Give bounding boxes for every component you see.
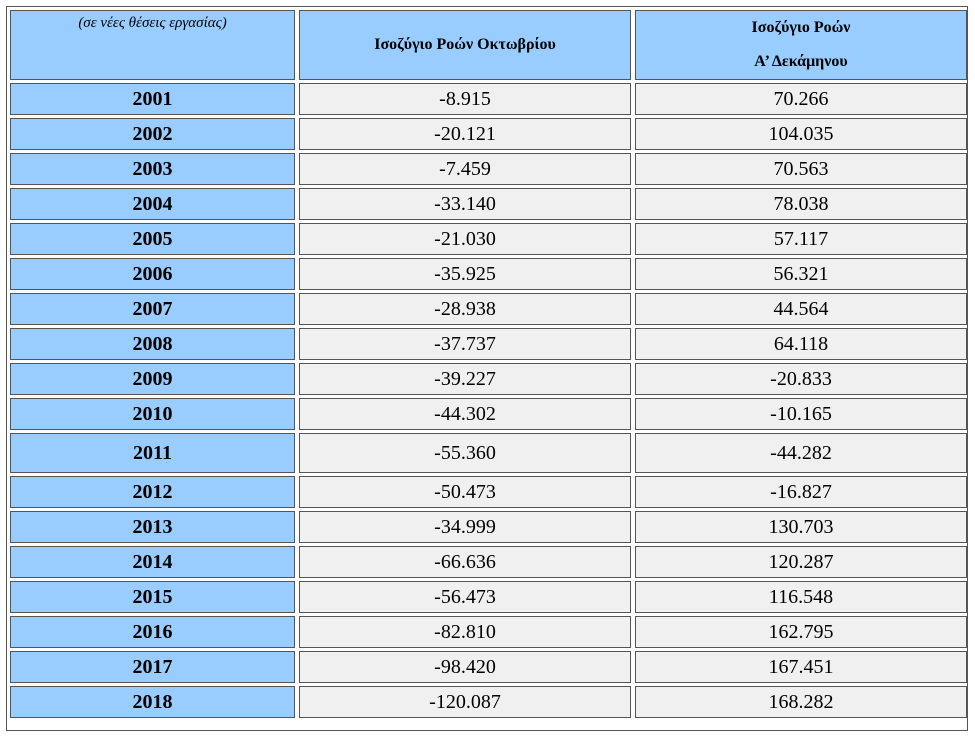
ten-month-value-cell: 168.282 [635, 686, 967, 718]
october-value-cell: -55.360 [299, 433, 631, 473]
table-row: 2014 -66.636 120.287 [10, 546, 967, 578]
october-value-cell: -50.473 [299, 476, 631, 508]
table-row: 2017 -98.420 167.451 [10, 651, 967, 683]
ten-month-value-cell: 70.563 [635, 153, 967, 185]
year-cell: 2018 [10, 686, 295, 718]
table-row: 2018 -120.087 168.282 [10, 686, 967, 718]
flows-table: (σε νέες θέσεις εργασίας) Ισοζύγιο Ροών … [6, 7, 971, 721]
year-cell: 2003 [10, 153, 295, 185]
table-row: 2006 -35.925 56.321 [10, 258, 967, 290]
table-row: 2010 -44.302 -10.165 [10, 398, 967, 430]
table-row: 2015 -56.473 116.548 [10, 581, 967, 613]
october-value-cell: -7.459 [299, 153, 631, 185]
table-row: 2005 -21.030 57.117 [10, 223, 967, 255]
ten-month-value-cell: 78.038 [635, 188, 967, 220]
ten-month-value-cell: -20.833 [635, 363, 967, 395]
october-value-cell: -39.227 [299, 363, 631, 395]
year-cell: 2001 [10, 83, 295, 115]
table-row: 2012 -50.473 -16.827 [10, 476, 967, 508]
october-value-cell: -44.302 [299, 398, 631, 430]
table-row: 2003 -7.459 70.563 [10, 153, 967, 185]
column-header-ten-month-line1: Ισοζύγιο Ροών [751, 19, 851, 36]
year-cell: 2011 [10, 433, 295, 473]
ten-month-value-cell: 64.118 [635, 328, 967, 360]
column-header-ten-month: Ισοζύγιο Ροών Α’ Δεκάμηνου [635, 10, 967, 80]
table-row: 2001 -8.915 70.266 [10, 83, 967, 115]
year-cell: 2014 [10, 546, 295, 578]
table-body: 2001 -8.915 70.266 2002 -20.121 104.035 2003 -7… [10, 83, 967, 718]
ten-month-value-cell: 70.266 [635, 83, 967, 115]
ten-month-value-cell: 130.703 [635, 511, 967, 543]
column-header-october: Ισοζύγιο Ροών Οκτωβρίου [299, 10, 631, 80]
year-cell: 2008 [10, 328, 295, 360]
table-row: 2013 -34.999 130.703 [10, 511, 967, 543]
table-row: 2009 -39.227 -20.833 [10, 363, 967, 395]
october-value-cell: -21.030 [299, 223, 631, 255]
ten-month-value-cell: -16.827 [635, 476, 967, 508]
ten-month-value-cell: 116.548 [635, 581, 967, 613]
october-value-cell: -66.636 [299, 546, 631, 578]
october-value-cell: -56.473 [299, 581, 631, 613]
header-row: (σε νέες θέσεις εργασίας) Ισοζύγιο Ροών … [10, 10, 967, 80]
table-row: 2011 -55.360 -44.282 [10, 433, 967, 473]
ten-month-value-cell: 44.564 [635, 293, 967, 325]
october-value-cell: -8.915 [299, 83, 631, 115]
year-cell: 2009 [10, 363, 295, 395]
october-value-cell: -98.420 [299, 651, 631, 683]
year-cell: 2017 [10, 651, 295, 683]
year-cell: 2010 [10, 398, 295, 430]
ten-month-value-cell: 104.035 [635, 118, 967, 150]
october-value-cell: -33.140 [299, 188, 631, 220]
unit-label: (σε νέες θέσεις εργασίας) [10, 10, 295, 80]
october-value-cell: -35.925 [299, 258, 631, 290]
year-cell: 2012 [10, 476, 295, 508]
october-value-cell: -37.737 [299, 328, 631, 360]
table-row: 2002 -20.121 104.035 [10, 118, 967, 150]
ten-month-value-cell: 162.795 [635, 616, 967, 648]
table-frame: (σε νέες θέσεις εργασίας) Ισοζύγιο Ροών … [6, 6, 968, 731]
column-header-ten-month-line2: Α’ Δεκάμηνου [754, 53, 848, 70]
ten-month-value-cell: -44.282 [635, 433, 967, 473]
year-cell: 2015 [10, 581, 295, 613]
table-row: 2004 -33.140 78.038 [10, 188, 967, 220]
year-cell: 2005 [10, 223, 295, 255]
year-cell: 2006 [10, 258, 295, 290]
ten-month-value-cell: -10.165 [635, 398, 967, 430]
year-cell: 2004 [10, 188, 295, 220]
ten-month-value-cell: 56.321 [635, 258, 967, 290]
table-row: 2008 -37.737 64.118 [10, 328, 967, 360]
year-cell: 2007 [10, 293, 295, 325]
table-row: 2007 -28.938 44.564 [10, 293, 967, 325]
ten-month-value-cell: 120.287 [635, 546, 967, 578]
october-value-cell: -82.810 [299, 616, 631, 648]
ten-month-value-cell: 167.451 [635, 651, 967, 683]
year-cell: 2013 [10, 511, 295, 543]
ten-month-value-cell: 57.117 [635, 223, 967, 255]
year-cell: 2016 [10, 616, 295, 648]
october-value-cell: -120.087 [299, 686, 631, 718]
table-row: 2016 -82.810 162.795 [10, 616, 967, 648]
year-cell: 2002 [10, 118, 295, 150]
october-value-cell: -20.121 [299, 118, 631, 150]
october-value-cell: -34.999 [299, 511, 631, 543]
october-value-cell: -28.938 [299, 293, 631, 325]
